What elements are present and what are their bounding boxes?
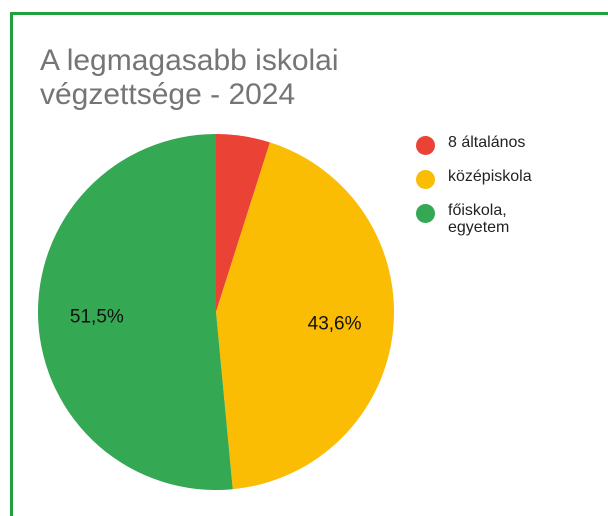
legend-swatch — [416, 170, 435, 189]
pie-slice — [216, 142, 394, 490]
legend-item: középiskola — [416, 168, 558, 189]
legend-label: 8 általános — [448, 134, 526, 151]
legend: 8 általános középiskola főiskola, egyetem — [416, 134, 558, 249]
data-label: 51,5% — [70, 307, 124, 328]
legend-swatch — [416, 136, 435, 155]
legend-swatch — [416, 204, 435, 223]
legend-item: 8 általános — [416, 134, 558, 155]
legend-item: főiskola, egyetem — [416, 202, 558, 236]
pie-slice — [216, 134, 270, 312]
data-label: 43,6% — [308, 314, 362, 335]
frame — [10, 12, 608, 516]
legend-label: középiskola — [448, 168, 532, 185]
chart-title: A legmagasabb iskolai végzettsége - 2024 — [40, 44, 339, 111]
legend-label: főiskola, egyetem — [448, 202, 510, 236]
pie-slice — [37, 134, 233, 491]
